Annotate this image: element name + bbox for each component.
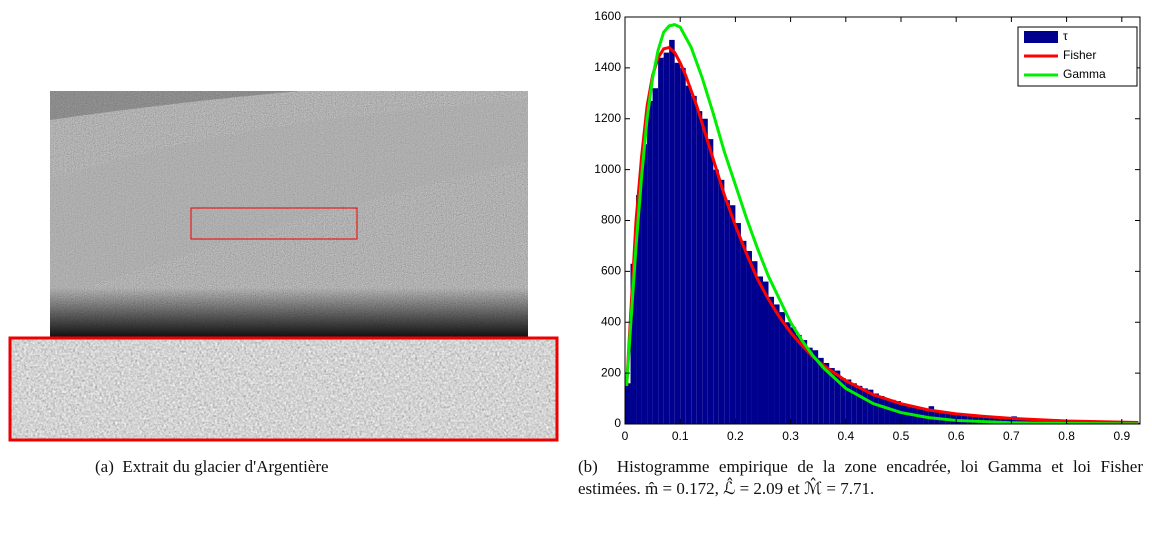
bar xyxy=(867,389,874,424)
y-tick-label: 1400 xyxy=(594,60,621,74)
bar xyxy=(718,179,725,424)
bar xyxy=(746,251,752,424)
bar xyxy=(768,296,775,424)
glacier-image xyxy=(50,91,528,337)
bar xyxy=(702,118,708,424)
bar xyxy=(674,62,681,424)
bar xyxy=(796,334,802,424)
bar xyxy=(856,385,863,424)
plot-area xyxy=(625,23,1140,424)
bar xyxy=(669,39,675,424)
y-tick-label: 1000 xyxy=(594,162,621,176)
legend: τ Fisher Gamma xyxy=(1017,26,1138,87)
bar xyxy=(840,378,846,424)
bar xyxy=(762,281,769,424)
y-tick-label: 200 xyxy=(601,365,621,379)
bar xyxy=(807,347,813,424)
bar xyxy=(729,205,736,424)
bar xyxy=(834,370,841,424)
bar xyxy=(625,383,631,424)
legend-label: Fisher xyxy=(1063,48,1096,62)
bar xyxy=(889,399,896,424)
bar xyxy=(685,85,692,424)
x-tick-label: 0.7 xyxy=(1003,429,1020,443)
bar xyxy=(1138,422,1140,424)
caption-b: (b) Histogramme empirique de la zone enc… xyxy=(578,456,1143,500)
x-tick-label: 0.5 xyxy=(893,429,910,443)
bar xyxy=(680,67,686,424)
caption-text: Histogramme empirique de la zone encadré… xyxy=(578,457,1143,498)
x-tick-label: 0.6 xyxy=(948,429,965,443)
bar xyxy=(707,139,714,424)
bar xyxy=(884,398,890,424)
y-tick-label: 400 xyxy=(601,314,621,328)
bar xyxy=(713,169,719,424)
bar xyxy=(630,263,637,424)
x-tick-label: 0.2 xyxy=(727,429,744,443)
legend-label: Gamma xyxy=(1063,67,1106,81)
bar xyxy=(658,57,664,424)
bar xyxy=(862,388,868,424)
y-tick-label: 1200 xyxy=(594,111,621,125)
x-tick-label: 0.8 xyxy=(1058,429,1075,443)
y-tick-label: 800 xyxy=(601,213,621,227)
bar xyxy=(845,379,852,424)
caption-a: (a) Extrait du glacier d'Argentière xyxy=(95,456,329,478)
x-tick-label: 0.9 xyxy=(1113,429,1130,443)
legend-swatch xyxy=(1024,31,1058,43)
bar xyxy=(641,144,648,424)
curve xyxy=(625,23,1139,424)
curve xyxy=(625,45,1139,424)
y-tick-label: 0 xyxy=(614,416,621,430)
bar xyxy=(812,350,819,424)
bar xyxy=(740,240,747,424)
bar xyxy=(751,261,758,424)
bar xyxy=(818,357,824,424)
zoom-inset xyxy=(8,336,559,442)
bar xyxy=(663,52,670,424)
bar xyxy=(636,195,642,424)
bar xyxy=(801,340,808,424)
bar xyxy=(785,322,791,424)
x-tick-label: 0.4 xyxy=(837,429,854,443)
bar xyxy=(873,393,879,424)
bar xyxy=(823,362,830,424)
bar xyxy=(724,200,730,424)
y-tick-label: 1600 xyxy=(594,9,621,23)
bar xyxy=(829,368,835,424)
histogram-chart: 0 200 400 600 800 1000 1200 1400 1600 0 0.1 0.2 0.3 0… xyxy=(594,9,1141,443)
bar xyxy=(1011,416,1017,424)
caption-label: (b) xyxy=(578,457,598,476)
bar xyxy=(647,100,653,424)
bar xyxy=(956,413,962,424)
x-tick-label: 0.3 xyxy=(782,429,799,443)
caption-label: (a) xyxy=(95,457,114,476)
x-tick-label: 0.1 xyxy=(672,429,689,443)
y-tick-label: 600 xyxy=(601,264,621,278)
bar xyxy=(691,95,697,424)
bar xyxy=(774,304,780,424)
x-tick-label: 0 xyxy=(622,429,629,443)
bar xyxy=(878,396,885,424)
bar xyxy=(696,111,703,424)
bar xyxy=(851,383,857,424)
bar xyxy=(735,223,741,424)
bar xyxy=(652,88,659,424)
bar xyxy=(928,406,935,424)
bar xyxy=(790,327,797,424)
bar xyxy=(779,312,786,424)
legend-label: τ xyxy=(1063,29,1068,43)
bar xyxy=(757,276,763,424)
caption-text: Extrait du glacier d'Argentière xyxy=(122,457,329,476)
